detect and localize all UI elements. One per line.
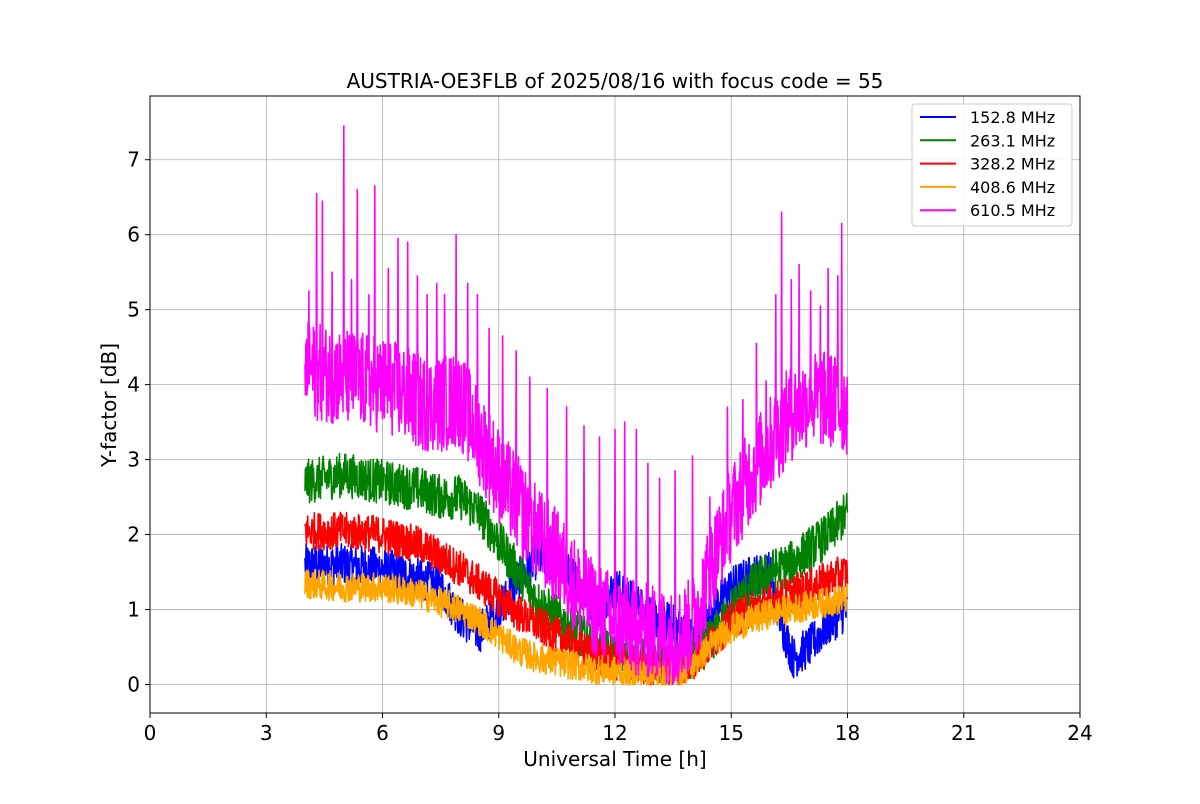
x-tick-label: 3 <box>260 721 273 745</box>
x-axis-label: Universal Time [h] <box>523 747 706 771</box>
y-tick-label: 0 <box>127 673 140 697</box>
y-tick-label: 7 <box>127 148 140 172</box>
legend-entry-label: 152.8 MHz <box>970 108 1055 127</box>
legend-entry-label: 610.5 MHz <box>970 201 1055 220</box>
legend-entry-label: 328.2 MHz <box>970 155 1055 174</box>
y-tick-label: 4 <box>127 373 140 397</box>
x-tick-label: 24 <box>1067 721 1092 745</box>
series-line-610-5-mhz <box>304 125 849 686</box>
legend-box <box>911 103 1073 227</box>
y-tick-label: 5 <box>127 298 140 322</box>
x-tick-label: 21 <box>951 721 976 745</box>
y-axis-label: Y-factor [dB] <box>97 343 121 468</box>
y-tick-label: 2 <box>127 523 140 547</box>
y-tick-label: 1 <box>127 598 140 622</box>
y-tick-label: 3 <box>127 448 140 472</box>
series-line-408-6-mhz <box>304 569 849 686</box>
x-tick-label: 9 <box>492 721 505 745</box>
legend: 152.8 MHz 263.1 MHz 328.2 MHz 408.6 MHz 610.… <box>911 103 1073 227</box>
legend-entry-label: 263.1 MHz <box>970 131 1055 150</box>
x-tick-label: 18 <box>835 721 860 745</box>
legend-entry-label: 408.6 MHz <box>970 178 1055 197</box>
plot-area <box>304 125 849 686</box>
chart-title: AUSTRIA-OE3FLB of 2025/08/16 with focus … <box>347 69 884 93</box>
x-axis-ticks: 0 3 6 9 12 15 18 21 24 <box>144 713 1093 745</box>
series-line-263-1-mhz <box>304 452 849 686</box>
x-tick-label: 12 <box>602 721 627 745</box>
x-tick-label: 0 <box>144 721 157 745</box>
x-tick-label: 15 <box>719 721 744 745</box>
x-tick-label: 6 <box>376 721 389 745</box>
y-tick-label: 6 <box>127 223 140 247</box>
y-axis-ticks: 0 1 2 3 4 5 6 7 <box>127 148 150 697</box>
